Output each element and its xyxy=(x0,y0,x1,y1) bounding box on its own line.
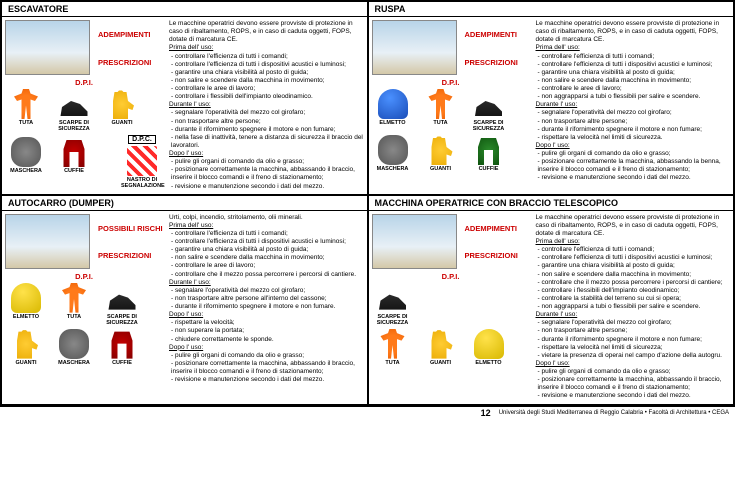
dpi-maschera: MASCHERA xyxy=(372,135,414,172)
dpi-guanti: GUANTI xyxy=(420,135,462,172)
label-dpc: D.P.C. xyxy=(128,135,156,144)
dpi-maschera: MASCHERA xyxy=(5,137,47,174)
quad-autocarro: AUTOCARRO (DUMPER) POSSIBILI RISCHI PRES… xyxy=(1,195,368,405)
q2-phases: Prima dell' uso:controllare l'efficienza… xyxy=(536,44,730,182)
q4-dpi2: TUTAGUANTIELMETTO xyxy=(372,329,530,366)
q3-dpi1: ELMETTOTUTASCARPE DI SICUREZZA xyxy=(5,283,163,326)
dumper-image xyxy=(5,214,90,269)
footer: 12 Università degli Studi Mediterranea d… xyxy=(0,406,735,419)
ruspa-image xyxy=(372,20,457,75)
q1-dpc: NASTRO DI SEGNALAZIONE xyxy=(121,146,163,189)
escavatore-image xyxy=(5,20,90,75)
dpi-tuta: TUTA xyxy=(5,89,47,132)
q1-adem-text: Le macchine operatrici devono essere pro… xyxy=(169,20,363,44)
quad-telescopico: MACCHINA OPERATRICE CON BRACCIO TELESCOP… xyxy=(368,195,735,405)
dpi-cuffie: CUFFIE xyxy=(101,329,143,366)
dpi-guanti: GUANTI xyxy=(420,329,462,366)
label-adem: ADEMPIMENTI xyxy=(98,30,151,39)
dpi-tuta: TUTA xyxy=(372,329,414,366)
q3-rischi-text: Urti, colpi, incendio, stritolamento, ol… xyxy=(169,214,363,222)
dpi-cuffie: CUFFIE xyxy=(53,137,95,174)
label-presc: PRESCRIZIONI xyxy=(98,58,151,67)
q3-title: AUTOCARRO (DUMPER) xyxy=(2,196,367,211)
q2-dpi1: ELMETTOTUTASCARPE DI SICUREZZA xyxy=(372,89,530,132)
quad-ruspa: RUSPA ADEMPIMENTI PRESCRIZIONI D.P.I. EL… xyxy=(368,1,735,195)
page-number: 12 xyxy=(481,408,491,418)
q1-dpi2: MASCHERACUFFIE xyxy=(5,137,117,174)
dpi-scarpe: SCARPE DI SICUREZZA xyxy=(468,89,510,132)
dpi-elmetto: ELMETTO xyxy=(468,329,510,366)
dpi-scarpe: SCARPE DI SICUREZZA xyxy=(53,89,95,132)
dpi-guanti: GUANTI xyxy=(101,89,143,132)
dpi-scarpe: SCARPE DI SICUREZZA xyxy=(372,283,414,326)
dpi-tuta: TUTA xyxy=(53,283,95,326)
q1-title: ESCAVATORE xyxy=(2,2,367,17)
telescopico-image xyxy=(372,214,457,269)
q4-dpi1: SCARPE DI SICUREZZA xyxy=(372,283,530,326)
footer-credit: Università degli Studi Mediterranea di R… xyxy=(499,410,729,416)
dpi-cuffie: CUFFIE xyxy=(468,135,510,172)
dpi-guanti: GUANTI xyxy=(5,329,47,366)
quad-escavatore: ESCAVATORE ADEMPIMENTI PRESCRIZIONI D.P.… xyxy=(1,1,368,195)
dpi-elmetto: ELMETTO xyxy=(5,283,47,326)
dpi-maschera: MASCHERA xyxy=(53,329,95,366)
dpi-tuta: TUTA xyxy=(420,89,462,132)
q2-dpi2: MASCHERAGUANTICUFFIE xyxy=(372,135,530,172)
dpi-nastro: NASTRO DI SEGNALAZIONE xyxy=(121,146,163,189)
q3-dpi2: GUANTIMASCHERACUFFIE xyxy=(5,329,163,366)
q4-title: MACCHINA OPERATRICE CON BRACCIO TELESCOP… xyxy=(369,196,734,211)
q3-phases: Prima dell' uso:controllare l'efficienza… xyxy=(169,222,363,385)
label-dpi: D.P.I. xyxy=(5,78,163,87)
dpi-scarpe: SCARPE DI SICUREZZA xyxy=(101,283,143,326)
q1-phases: Prima dell' uso:controllare l'efficienza… xyxy=(169,44,363,190)
q2-title: RUSPA xyxy=(369,2,734,17)
q1-dpi1: TUTASCARPE DI SICUREZZAGUANTI xyxy=(5,89,163,132)
dpi-elmetto: ELMETTO xyxy=(372,89,414,132)
q4-phases: Prima dell' uso:controllare l'efficienza… xyxy=(536,238,730,401)
safety-sheet: ESCAVATORE ADEMPIMENTI PRESCRIZIONI D.P.… xyxy=(0,0,735,406)
